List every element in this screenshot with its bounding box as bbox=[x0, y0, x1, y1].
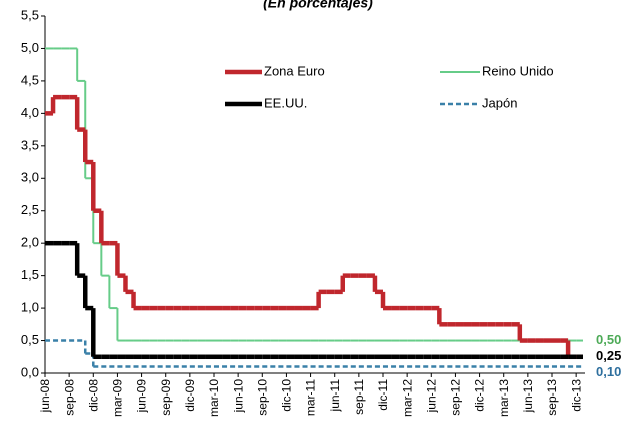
y-tick-label: 4,0 bbox=[21, 105, 39, 120]
legend-label: Zona Euro bbox=[264, 63, 325, 78]
x-tick-label: mar-11 bbox=[304, 379, 318, 416]
x-tick-label: sep-08 bbox=[62, 379, 76, 416]
series-line bbox=[45, 94, 583, 360]
chart-subtitle: (En porcentajes) bbox=[263, 0, 373, 11]
x-tick-label: dic-11 bbox=[376, 379, 390, 411]
x-tick-label: jun-10 bbox=[231, 379, 245, 414]
y-tick-label: 2,5 bbox=[21, 202, 39, 217]
x-tick-label: dic-08 bbox=[86, 379, 100, 412]
x-tick-label: mar-10 bbox=[207, 379, 221, 417]
x-tick-label: sep-09 bbox=[159, 379, 173, 416]
end-label: 0,25 bbox=[596, 348, 621, 363]
legend-label: EE.UU. bbox=[264, 95, 307, 110]
y-tick-label: 3,0 bbox=[21, 170, 39, 185]
y-tick-label: 1,5 bbox=[21, 267, 39, 282]
y-tick-label: 3,5 bbox=[21, 137, 39, 152]
end-label: 0,10 bbox=[596, 364, 621, 379]
series-line bbox=[45, 339, 583, 368]
y-tick-label: 2,0 bbox=[21, 235, 39, 250]
x-tick-label: sep-13 bbox=[545, 379, 559, 416]
y-tick-label: 0,0 bbox=[21, 364, 39, 379]
x-tick-label: dic-10 bbox=[280, 379, 294, 412]
x-tick-label: jun-08 bbox=[38, 379, 52, 414]
x-tick-label: mar-09 bbox=[111, 379, 125, 417]
x-tick-label: dic-13 bbox=[569, 379, 583, 412]
legend-label: Japón bbox=[482, 95, 517, 110]
x-tick-label: sep-12 bbox=[449, 379, 463, 416]
x-tick-label: jun-09 bbox=[135, 379, 149, 414]
x-tick-label: dic-09 bbox=[183, 379, 197, 412]
x-tick-label: jun-12 bbox=[424, 379, 438, 414]
series-line bbox=[45, 240, 583, 360]
end-label: 0,50 bbox=[596, 332, 621, 347]
x-tick-label: mar-12 bbox=[400, 379, 414, 417]
x-tick-label: jun-11 bbox=[328, 379, 342, 413]
y-tick-label: 0,5 bbox=[21, 332, 39, 347]
y-tick-label: 4,5 bbox=[21, 72, 39, 87]
x-tick-label: sep-11 bbox=[352, 379, 366, 415]
x-tick-label: dic-12 bbox=[473, 379, 487, 412]
legend-label: Reino Unido bbox=[482, 63, 554, 78]
x-tick-label: jun-13 bbox=[521, 379, 535, 414]
series-line bbox=[45, 47, 583, 342]
y-tick-label: 1,0 bbox=[21, 300, 39, 315]
y-tick-label: 5,0 bbox=[21, 40, 39, 55]
x-tick-label: sep-10 bbox=[255, 379, 269, 416]
x-tick-label: mar-13 bbox=[497, 379, 511, 417]
y-tick-label: 5,5 bbox=[21, 7, 39, 22]
